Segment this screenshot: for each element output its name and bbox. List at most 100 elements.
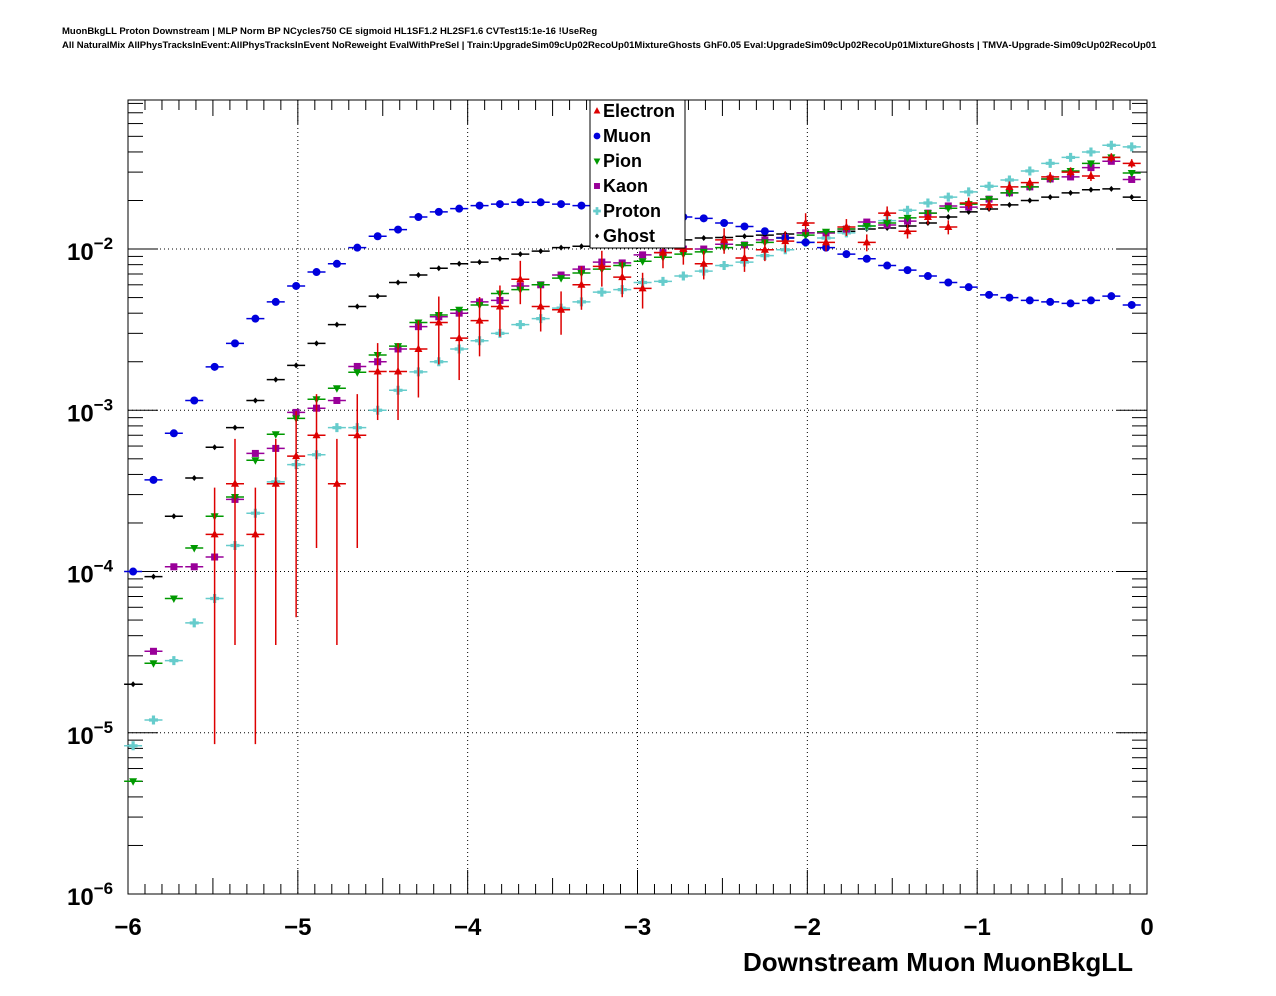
data-point-pion	[903, 214, 912, 223]
data-point-ghost	[150, 573, 156, 580]
data-point-proton	[189, 618, 199, 628]
x-tick-label: −1	[963, 914, 990, 941]
y-tick-base: 10	[67, 723, 94, 750]
data-point-proton	[678, 271, 688, 281]
data-point-pion	[883, 220, 892, 228]
data-point-muon	[353, 243, 362, 252]
y-tick-exponent: −5	[94, 718, 113, 737]
data-point-ghost	[375, 293, 381, 300]
data-point-electron	[699, 259, 708, 267]
data-point-electron	[577, 280, 586, 288]
data-point-electron	[312, 430, 321, 439]
x-axis-label: Downstream Muon MuonBkgLL	[743, 947, 1133, 977]
data-point-electron	[964, 198, 973, 206]
data-point-ghost	[212, 444, 218, 451]
data-point-electron	[475, 316, 484, 324]
data-point-ghost	[1088, 186, 1094, 193]
data-point-proton	[128, 741, 138, 751]
data-point-proton	[1045, 158, 1055, 168]
data-point-muon	[964, 283, 973, 292]
data-point-pion	[1005, 189, 1014, 198]
data-point-muon	[210, 362, 219, 371]
x-tick-label: 0	[1140, 914, 1153, 941]
data-point-ghost	[741, 233, 747, 240]
data-point-electron	[516, 274, 525, 283]
legend-label-proton: Proton	[603, 201, 661, 221]
data-point-ghost	[354, 303, 360, 310]
data-point-muon	[230, 339, 239, 348]
data-point-proton	[597, 287, 607, 297]
legend-marker-muon	[593, 132, 601, 140]
data-point-electron	[985, 200, 994, 208]
data-point-ghost	[497, 255, 503, 262]
legend-box	[589, 99, 686, 249]
data-point-electron	[944, 222, 953, 230]
data-point-electron	[1066, 167, 1075, 176]
data-point-muon	[312, 268, 321, 277]
data-point-muon	[944, 278, 953, 287]
data-point-electron	[781, 236, 790, 245]
data-point-pion	[1086, 160, 1095, 168]
data-point-electron	[536, 302, 545, 310]
data-point-muon	[332, 259, 341, 268]
data-point-pion	[1127, 170, 1136, 178]
data-point-muon	[1046, 297, 1055, 306]
data-point-ghost	[436, 265, 442, 272]
data-point-muon	[760, 227, 769, 236]
y-tick-exponent: −6	[94, 879, 113, 898]
data-point-kaon	[557, 271, 565, 279]
data-point-proton	[658, 276, 668, 286]
data-point-muon	[985, 290, 994, 299]
legend-label-electron: Electron	[603, 101, 675, 121]
data-point-electron	[414, 344, 423, 352]
data-point-ghost	[517, 251, 523, 258]
data-point-ghost	[171, 513, 177, 520]
data-point-ghost	[252, 397, 258, 404]
data-point-ghost	[1006, 201, 1012, 208]
data-point-ghost	[334, 321, 340, 328]
data-point-muon	[883, 261, 892, 270]
data-point-pion	[557, 275, 566, 283]
data-point-muon	[801, 238, 810, 247]
data-point-pion	[169, 595, 178, 604]
data-point-electron	[1127, 158, 1136, 167]
data-point-electron	[557, 305, 566, 313]
legend-label-pion: Pion	[603, 151, 642, 171]
data-point-pion	[801, 232, 810, 240]
data-point-muon	[129, 567, 138, 576]
data-point-muon	[557, 200, 566, 209]
x-tick-label: −4	[454, 914, 482, 941]
x-tick-label: −2	[794, 914, 821, 941]
data-point-electron	[597, 261, 606, 270]
data-point-ghost	[395, 279, 401, 286]
y-tick-label: 10−3	[67, 395, 113, 427]
legend-label-kaon: Kaon	[603, 176, 648, 196]
data-point-ghost	[945, 214, 951, 221]
data-point-electron	[251, 529, 260, 538]
x-tick-label: −5	[284, 914, 311, 941]
data-point-muon	[414, 213, 423, 222]
legend-marker-pion	[593, 158, 601, 165]
data-point-pion	[944, 205, 953, 213]
data-point-kaon	[333, 396, 341, 404]
data-point-muon	[271, 297, 280, 306]
data-point-ghost	[1068, 189, 1074, 196]
data-point-muon	[455, 204, 464, 213]
data-point-ghost	[314, 340, 320, 347]
data-point-ghost	[538, 248, 544, 255]
data-point-muon	[169, 429, 178, 438]
data-point-pion	[271, 431, 280, 439]
axes: −6 −5 −4 −3 −2 −1 010−210−310−410−510−6	[67, 99, 1154, 941]
data-marks	[124, 140, 1141, 786]
data-point-kaon	[863, 218, 871, 226]
data-point-proton	[515, 320, 525, 330]
data-point-kaon	[1128, 175, 1136, 183]
data-point-proton	[1025, 166, 1035, 176]
legend-marker-proton	[593, 207, 601, 215]
data-point-kaon	[353, 362, 361, 370]
data-point-proton	[1004, 175, 1014, 185]
y-tick-label: 10−5	[67, 718, 113, 750]
data-point-ghost	[232, 424, 238, 431]
data-point-muon	[740, 222, 749, 231]
